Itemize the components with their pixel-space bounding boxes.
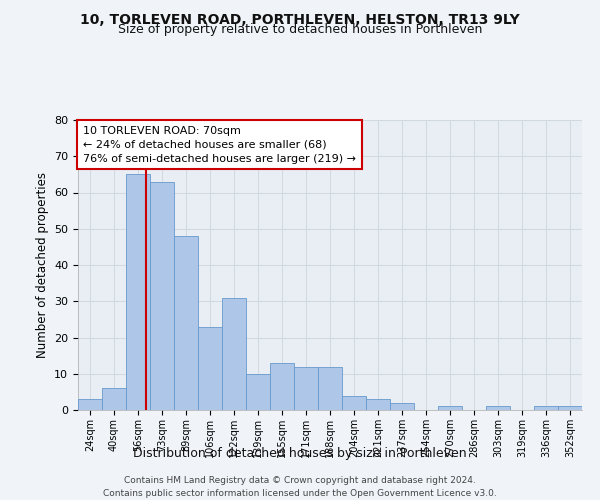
- Bar: [246, 374, 270, 410]
- Bar: [102, 388, 126, 410]
- Text: 10, TORLEVEN ROAD, PORTHLEVEN, HELSTON, TR13 9LY: 10, TORLEVEN ROAD, PORTHLEVEN, HELSTON, …: [80, 12, 520, 26]
- Bar: [318, 366, 342, 410]
- Text: 10 TORLEVEN ROAD: 70sqm
← 24% of detached houses are smaller (68)
76% of semi-de: 10 TORLEVEN ROAD: 70sqm ← 24% of detache…: [83, 126, 356, 164]
- Bar: [222, 298, 246, 410]
- Bar: [78, 399, 102, 410]
- Bar: [342, 396, 366, 410]
- Bar: [126, 174, 150, 410]
- Bar: [294, 366, 318, 410]
- Text: Contains HM Land Registry data © Crown copyright and database right 2024.: Contains HM Land Registry data © Crown c…: [124, 476, 476, 485]
- Text: Contains public sector information licensed under the Open Government Licence v3: Contains public sector information licen…: [103, 489, 497, 498]
- Bar: [366, 399, 390, 410]
- Bar: [558, 406, 582, 410]
- Bar: [270, 363, 294, 410]
- Text: Distribution of detached houses by size in Porthleven: Distribution of detached houses by size …: [133, 448, 467, 460]
- Bar: [150, 182, 174, 410]
- Bar: [438, 406, 462, 410]
- Bar: [390, 403, 414, 410]
- Bar: [198, 326, 222, 410]
- Bar: [174, 236, 198, 410]
- Text: Size of property relative to detached houses in Porthleven: Size of property relative to detached ho…: [118, 22, 482, 36]
- Bar: [486, 406, 510, 410]
- Bar: [534, 406, 558, 410]
- Y-axis label: Number of detached properties: Number of detached properties: [35, 172, 49, 358]
